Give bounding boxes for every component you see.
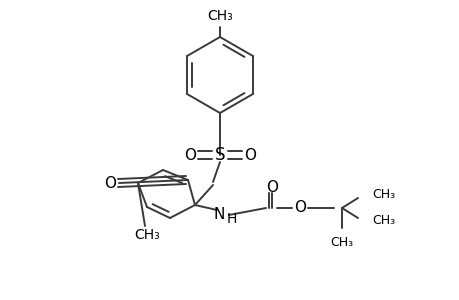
Text: O: O xyxy=(243,148,256,163)
Text: CH₃: CH₃ xyxy=(134,228,160,242)
Text: S: S xyxy=(214,146,225,164)
Text: O: O xyxy=(104,176,116,190)
Text: O: O xyxy=(293,200,305,215)
Text: N: N xyxy=(213,208,224,223)
Text: H: H xyxy=(226,212,237,226)
Text: CH₃: CH₃ xyxy=(371,188,394,202)
Text: CH₃: CH₃ xyxy=(330,236,353,249)
Text: CH₃: CH₃ xyxy=(371,214,394,227)
Text: O: O xyxy=(184,148,196,163)
Text: CH₃: CH₃ xyxy=(207,9,232,23)
Text: O: O xyxy=(265,179,277,194)
